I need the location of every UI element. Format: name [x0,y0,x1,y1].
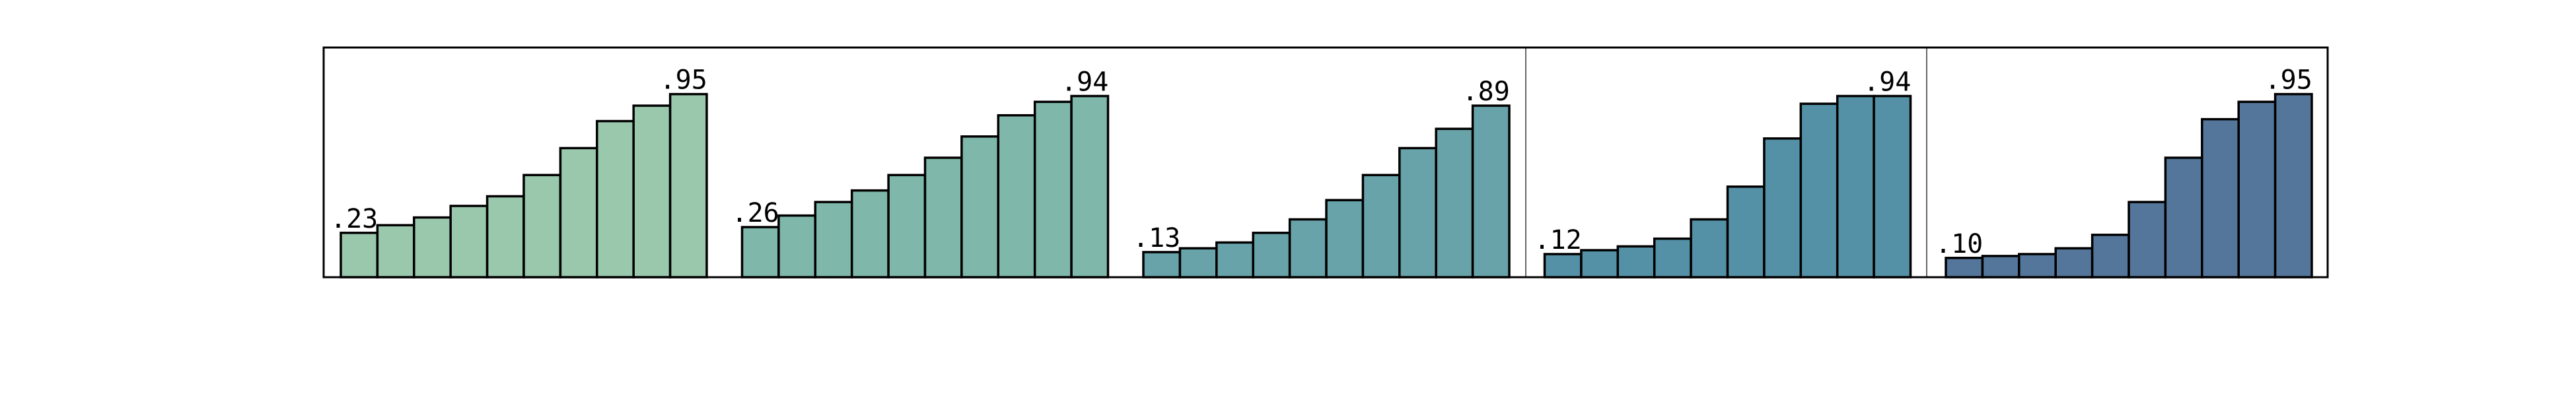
bar [1215,241,1254,279]
data-label: .12 [1534,225,1582,255]
bar [2128,201,2167,279]
bar [1690,218,1729,279]
panel-dividers [1525,48,1927,277]
bar [1543,253,1583,279]
bar [997,114,1036,279]
bar [960,135,1000,279]
data-label: .89 [1462,77,1510,107]
bar [2273,92,2313,279]
bar [850,189,890,279]
bar [340,232,379,279]
bar [559,147,598,279]
bar [376,224,415,279]
bar [777,214,817,279]
bar [2018,253,2057,279]
data-label: .10 [1935,229,1983,259]
bar [2201,117,2240,279]
data-label: .26 [732,198,779,228]
bar [413,216,452,279]
bar [1981,255,2021,279]
bar [1435,127,1474,279]
bar [632,104,672,279]
bar [2054,247,2094,279]
bar [887,174,927,279]
bar [668,92,708,279]
bar [2091,234,2130,279]
bar [1070,94,1110,279]
bar [1616,245,1656,279]
bar [449,205,489,279]
bar [1873,94,1912,279]
bar-group [340,92,2313,279]
bar [1033,100,1073,279]
bar [596,119,635,279]
bar [740,226,780,279]
bar [1398,147,1437,279]
bar [1142,251,1182,279]
bar [1580,249,1620,279]
bar [1726,185,1766,279]
bar [1799,102,1839,279]
bar [1836,94,1875,279]
bar [2237,100,2277,279]
data-label: .13 [1133,223,1180,253]
data-label: .95 [2265,65,2312,96]
bar [1653,237,1692,279]
bar [1471,104,1511,279]
bar [522,174,562,279]
bar [1178,247,1218,279]
bar [1288,218,1328,279]
bar [1361,174,1401,279]
data-label-group: .23 .95 .26 .94 .13 .89 .12 .94 .10 .95 [330,65,2312,259]
bar [923,156,963,279]
bar [2164,156,2203,279]
data-label: .23 [330,204,378,234]
bar [1763,137,1803,279]
data-label: .94 [1061,67,1108,98]
data-label: .95 [660,65,707,96]
bar [1325,199,1365,279]
plot-frame [322,46,2329,279]
data-label: .94 [1863,67,1911,98]
bar [485,195,525,279]
bar [1945,257,1984,279]
bar [1252,232,1291,279]
bar [814,201,853,279]
